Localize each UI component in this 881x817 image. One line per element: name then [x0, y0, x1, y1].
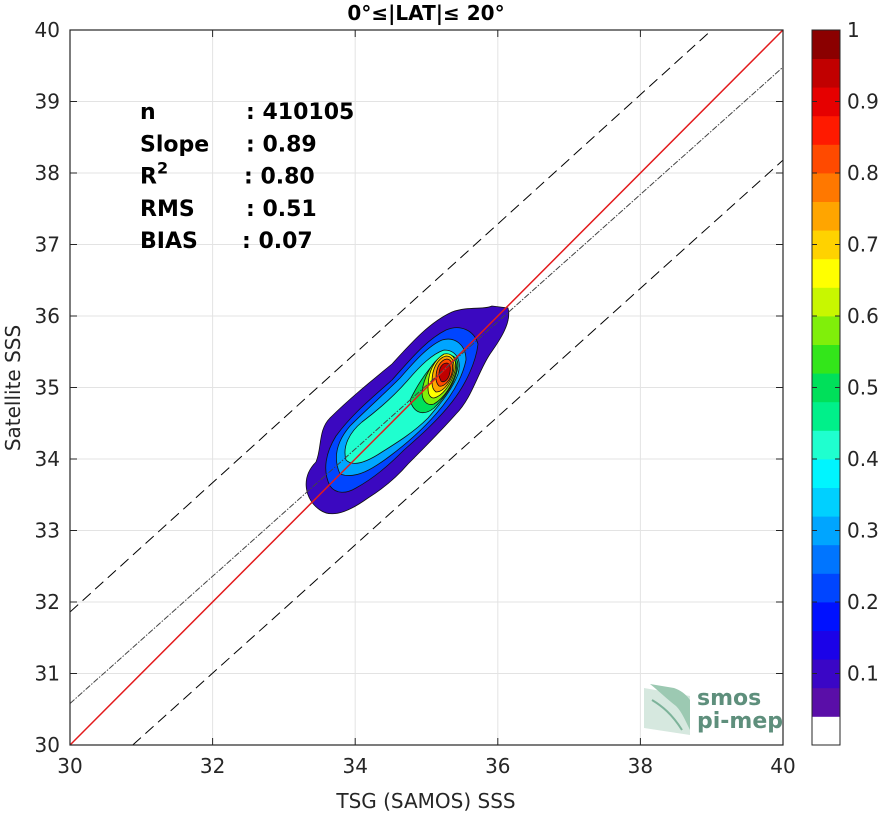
colorbar-tick-label: 0.1 [847, 662, 879, 686]
statistics-box: n : 410105 Slope : 0.89 R2 : 0.80 RMS : 0.51 BIA… [140, 100, 354, 254]
colorbar-swatch [812, 115, 840, 145]
y-tick-label: 39 [35, 90, 60, 114]
y-tick-label: 36 [35, 304, 60, 328]
stat-label: Slope [140, 132, 209, 157]
stat-label: BIAS [140, 229, 198, 254]
colorbar: 0.1 0.2 0.3 0.4 0.5 0.6 0.7 0.8 0.9 1 [811, 18, 879, 746]
logo-text-pimep: pi-mep [697, 709, 783, 734]
colorbar-tick-label: 0.4 [847, 447, 879, 471]
grid [69, 29, 784, 746]
x-tick-label: 40 [770, 754, 795, 778]
x-tick-label: 30 [57, 754, 82, 778]
y-tick-label: 33 [35, 519, 60, 543]
logo-text-smos: smos [697, 686, 761, 711]
colorbar-tick-label: 0.3 [847, 519, 879, 543]
colorbar-tick-label: 0.6 [847, 304, 879, 328]
stat-label-text: Slope [140, 132, 209, 157]
colorbar-tick-label: 1 [847, 18, 860, 42]
stat-label-text: n [140, 100, 156, 125]
lower-bound-line [132, 159, 783, 745]
y-tick-label: 34 [35, 447, 60, 471]
x-tick-label: 36 [485, 754, 510, 778]
stat-value: : 0.51 [246, 197, 317, 222]
stat-label-text: R [140, 165, 157, 190]
stat-label-text: RMS [140, 197, 195, 222]
stat-value: : 0.80 [244, 165, 315, 190]
colorbar-swatch [812, 430, 840, 460]
chart-title: 0°≤|LAT|≤ 20° [347, 1, 504, 25]
contour-level [438, 362, 451, 383]
colorbar-swatch [812, 401, 840, 431]
colorbar-swatch [812, 58, 840, 88]
axis-ticks: 30 32 34 36 38 40 30 31 32 33 34 35 36 37 38 39 40 [35, 18, 796, 778]
colorbar-tick-label: 0.9 [847, 90, 879, 114]
smos-pimep-logo: smos pi-mep [644, 684, 783, 735]
colorbar-swatch [812, 201, 840, 231]
colorbar-swatch [812, 144, 840, 174]
colorbar-tick-label: 0.5 [847, 376, 879, 400]
stat-value: : 0.07 [242, 229, 313, 254]
y-tick-label: 40 [35, 18, 60, 42]
colorbar-swatch [812, 459, 840, 488]
stat-value: : 0.89 [246, 132, 317, 157]
colorbar-swatch [812, 316, 840, 345]
y-tick-label: 31 [35, 662, 60, 686]
colorbar-swatch [812, 173, 840, 202]
colorbar-swatch [812, 602, 840, 631]
logo-wave-line [651, 699, 683, 731]
x-axis-label: TSG (SAMOS) SSS [335, 789, 515, 813]
logo-wave-front [650, 684, 690, 730]
colorbar-tick-label: 0.8 [847, 161, 879, 185]
stat-label: n [140, 100, 156, 125]
stat-label-text: BIAS [140, 229, 198, 254]
colorbar-swatch [812, 573, 840, 603]
upper-bound-line [70, 30, 713, 613]
colorbar-swatch [812, 687, 840, 717]
colorbar-swatch [812, 487, 840, 517]
stat-label-superscript: 2 [157, 159, 168, 178]
stat-value: : 410105 [246, 100, 354, 125]
reference-lines [70, 30, 783, 745]
y-tick-label: 30 [35, 733, 60, 757]
colorbar-swatch [812, 344, 840, 374]
colorbar-swatch [812, 30, 840, 59]
y-axis-label: Satellite SSS [1, 325, 25, 451]
y-tick-label: 38 [35, 161, 60, 185]
colorbar-tick-label: 0.2 [847, 590, 879, 614]
stat-label: R2 [140, 159, 168, 190]
colorbar-swatch [812, 258, 840, 288]
y-tick-label: 37 [35, 233, 60, 257]
colorbar-swatch [812, 287, 840, 317]
colorbar-swatch [812, 630, 840, 660]
colorbar-tick-label: 0.7 [847, 233, 879, 257]
colorbar-swatch [812, 544, 840, 574]
identity-line [70, 30, 783, 745]
y-tick-label: 35 [35, 376, 60, 400]
x-tick-label: 38 [628, 754, 653, 778]
x-tick-label: 32 [200, 754, 225, 778]
stat-label: RMS [140, 197, 195, 222]
fit-line [70, 66, 783, 704]
x-tick-label: 34 [342, 754, 367, 778]
colorbar-swatch [812, 716, 840, 746]
y-tick-label: 32 [35, 590, 60, 614]
